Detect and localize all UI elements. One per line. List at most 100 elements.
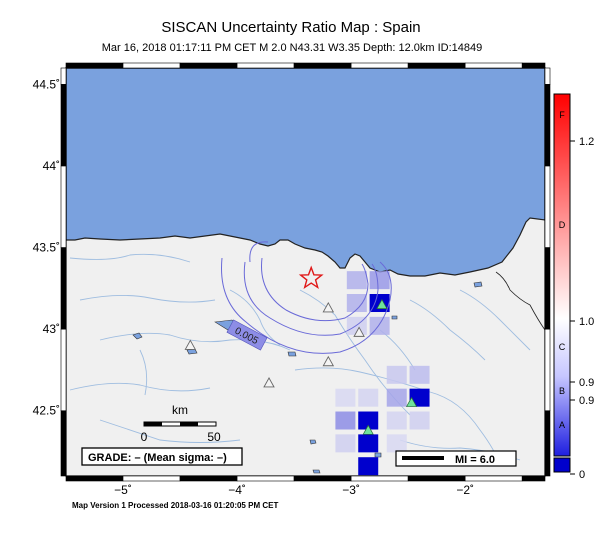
grid-cell xyxy=(409,411,430,430)
sea-area xyxy=(65,67,546,277)
grid-cell xyxy=(386,411,407,430)
frame-ticks xyxy=(60,62,551,482)
scale-end: 50 xyxy=(207,430,221,444)
grade-box: GRADE: – (Mean sigma: –) xyxy=(81,447,243,466)
station-inactive-icon xyxy=(184,339,197,350)
grid-cell xyxy=(335,411,356,430)
frame-tick xyxy=(350,475,409,482)
station-active-icon xyxy=(362,424,374,435)
latitude-labels: 44.5˚ 44˚ 43.5˚ 43˚ 42.5˚ xyxy=(33,77,60,417)
frame-tick xyxy=(60,84,67,167)
colorbar-value: 0.9 xyxy=(579,377,594,389)
lat-tick-label: 42.5˚ xyxy=(33,404,60,418)
uncertainty-contours xyxy=(221,241,392,354)
colorbar-letter: C xyxy=(559,342,566,352)
frame-tick xyxy=(544,84,551,167)
scale-bar: km 0 50 xyxy=(141,403,221,444)
frame-tick xyxy=(65,62,124,69)
frame-tick xyxy=(544,247,551,330)
lon-tick-label: −3˚ xyxy=(342,483,360,497)
grid-cell xyxy=(346,271,367,290)
lon-tick-label: −2˚ xyxy=(456,483,474,497)
frame-tick xyxy=(293,62,352,69)
frame-tick xyxy=(60,67,67,85)
colorbar-bottom-swatch xyxy=(553,457,571,473)
colorbar-letter: F xyxy=(559,110,565,120)
frame-tick xyxy=(544,410,551,477)
station-active-icon xyxy=(405,396,418,407)
frame-tick xyxy=(544,67,551,85)
frame-tick xyxy=(544,165,551,248)
frame-tick xyxy=(544,328,551,412)
colorbar: F D C B A 1.2 1.0 0.9 0.9 0 xyxy=(553,93,594,481)
frame-tick xyxy=(60,165,67,248)
stations xyxy=(184,298,418,435)
scale-start: 0 xyxy=(141,430,148,444)
frame-tick xyxy=(60,328,67,412)
colorbar-letter: D xyxy=(559,220,566,230)
grid-cell xyxy=(409,365,430,384)
frame-tick xyxy=(236,475,295,482)
frame-tick xyxy=(521,62,546,69)
grid-cell xyxy=(346,294,367,313)
border-line xyxy=(495,271,546,331)
frame-tick xyxy=(179,62,238,69)
scale-unit: km xyxy=(172,403,188,417)
grid-cell xyxy=(358,434,379,453)
longitude-labels: −5˚ −4˚ −3˚ −2˚ xyxy=(114,483,474,497)
frame-tick xyxy=(464,475,523,482)
frame-tick xyxy=(521,475,546,482)
lon-tick-label: −5˚ xyxy=(114,483,132,497)
colorbar-values: 1.2 1.0 0.9 0.9 0 xyxy=(570,136,594,481)
map-area: 0.005 km 0 50 GRADE: – (Mean sigma: –) M… xyxy=(65,67,546,477)
frame-tick xyxy=(464,62,523,69)
station-inactive-icon xyxy=(353,326,365,337)
frame-tick xyxy=(293,475,352,482)
grid-cell xyxy=(335,434,356,453)
grid-cell xyxy=(358,388,379,407)
colorbar-letter: B xyxy=(559,386,565,396)
frame-tick xyxy=(350,62,409,69)
grid-cell xyxy=(369,271,390,290)
grid-cell xyxy=(358,457,379,476)
colorbar-letters: F D C B A xyxy=(559,110,566,430)
frame-tick xyxy=(122,62,181,69)
frame-tick xyxy=(407,475,466,482)
grid-cell xyxy=(386,388,407,407)
epicenter-star xyxy=(298,265,324,290)
star-icon xyxy=(298,265,324,290)
grid-cell xyxy=(409,388,430,407)
colorbar-letter: A xyxy=(559,420,565,430)
mi-label: MI = 6.0 xyxy=(455,454,495,466)
colorbar-value: 0.9 xyxy=(579,395,594,407)
lat-tick-label: 44.5˚ xyxy=(33,77,60,91)
frame-tick xyxy=(122,475,181,482)
map-title: SISCAN Uncertainty Ratio Map : Spain xyxy=(161,19,420,36)
grid-cell xyxy=(358,411,379,430)
colorbar-value: 1.0 xyxy=(579,316,594,328)
footer-text: Map Version 1 Processed 2018-03-16 01:20… xyxy=(72,501,278,510)
lat-tick-label: 43.5˚ xyxy=(33,241,60,255)
grid-cell xyxy=(335,388,356,407)
station-inactive-icon xyxy=(263,377,275,388)
frame-tick xyxy=(60,247,67,330)
grid-cell xyxy=(386,365,407,384)
frame-tick xyxy=(65,475,124,482)
lat-tick-label: 44˚ xyxy=(43,159,60,173)
station-inactive-icon xyxy=(322,355,335,367)
lat-tick-label: 43˚ xyxy=(43,322,60,336)
frame-tick xyxy=(60,410,67,477)
colorbar-value: 1.2 xyxy=(579,136,594,148)
station-active-icon xyxy=(376,298,388,309)
map-subtitle: Mar 16, 2018 01:17:11 PM CET M 2.0 N43.3… xyxy=(102,42,483,54)
station-inactive-icon xyxy=(322,301,335,313)
frame-tick xyxy=(407,62,466,69)
grid-cell xyxy=(386,434,407,453)
grade-text: GRADE: – (Mean sigma: –) xyxy=(88,452,227,464)
mi-legend: MI = 6.0 xyxy=(395,450,517,467)
colorbar-value: 0 xyxy=(579,469,585,481)
lon-tick-label: −4˚ xyxy=(228,483,246,497)
frame-tick xyxy=(179,475,238,482)
frame-tick xyxy=(236,62,295,69)
